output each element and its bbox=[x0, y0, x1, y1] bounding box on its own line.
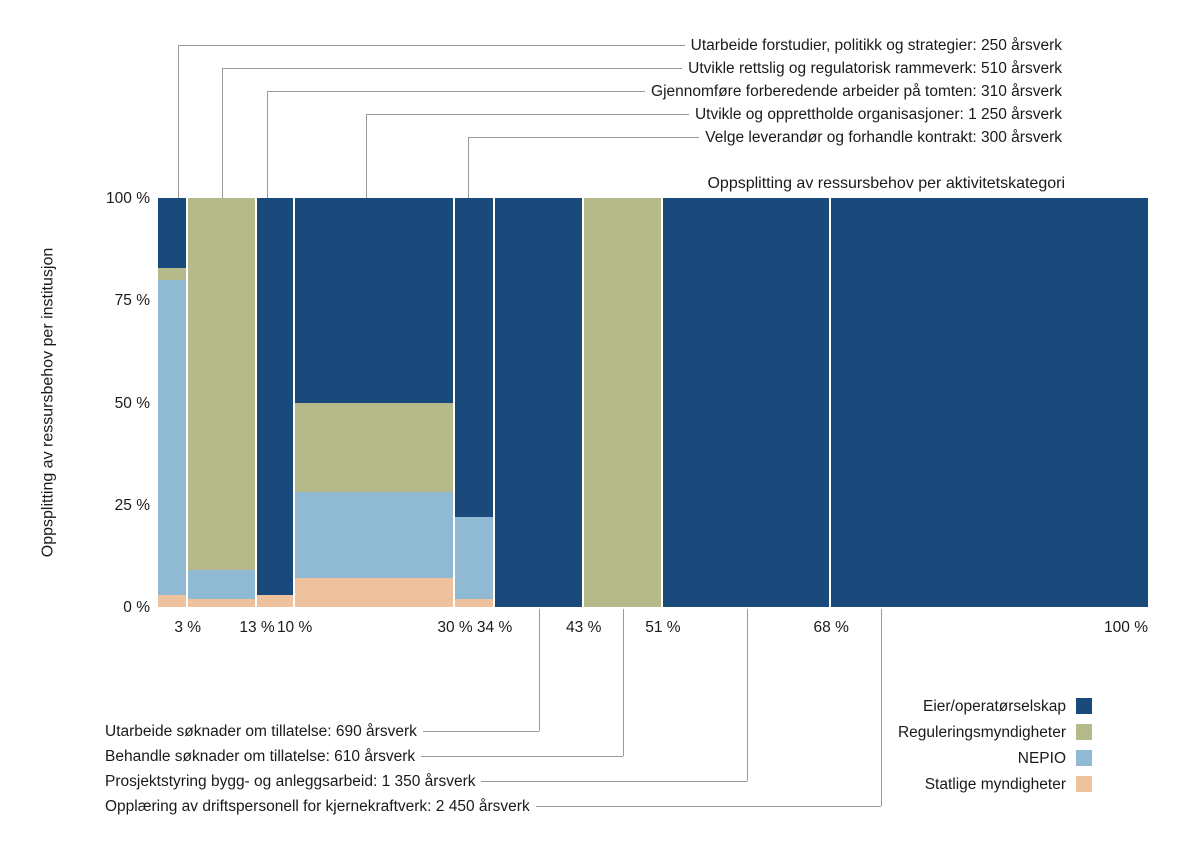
legend-label: Statlige myndigheter bbox=[924, 776, 1066, 793]
segment-part bbox=[455, 517, 493, 599]
legend-label: Eier/operatørselskap bbox=[922, 698, 1066, 715]
segment-part bbox=[494, 198, 582, 607]
x-tick-label: 100 % bbox=[1104, 619, 1148, 636]
callout-connector-h bbox=[365, 114, 689, 115]
callout-connector-h bbox=[536, 806, 881, 807]
y-tick-label: 0 % bbox=[123, 599, 150, 616]
mosaic-segment bbox=[257, 198, 293, 607]
segment-part bbox=[455, 598, 493, 607]
x-tick-label: 34 % bbox=[476, 619, 513, 636]
chart-title: Oppsplitting av ressursbehov per aktivit… bbox=[707, 175, 1065, 192]
segment-part bbox=[294, 198, 453, 403]
callout-label: Utvikle og opprettholde organisasjoner: … bbox=[694, 106, 1062, 123]
y-axis-title: Oppsplitting av ressursbehov per institu… bbox=[39, 247, 57, 558]
mosaic-segment bbox=[494, 198, 582, 607]
legend-swatch bbox=[1076, 724, 1092, 740]
callout-connector-v bbox=[623, 609, 625, 756]
callout-label: Opplæring av driftspersonell for kjernek… bbox=[105, 798, 530, 815]
x-tick-label: 51 % bbox=[645, 619, 681, 636]
callout-connector-h bbox=[423, 731, 540, 732]
x-tick-label: 13 % bbox=[239, 619, 275, 636]
segment-part bbox=[187, 198, 255, 571]
y-tick-label: 75 % bbox=[114, 292, 150, 310]
callout-label: Utarbeide søknader om tillatelse: 690 år… bbox=[105, 723, 417, 740]
callout-label: Utarbeide forstudier, politikk og strate… bbox=[690, 37, 1062, 54]
callout-connector-v bbox=[222, 68, 224, 198]
legend-swatch bbox=[1076, 776, 1092, 792]
callout-connector-h bbox=[481, 781, 748, 782]
callout-connector-v bbox=[747, 609, 749, 781]
x-tick-label: 43 % bbox=[566, 619, 602, 636]
segment-part bbox=[158, 594, 186, 607]
mosaic-segment bbox=[294, 198, 453, 607]
callout-connector-h bbox=[177, 45, 685, 46]
callout-label: Gjennomføre forberedende arbeider på tom… bbox=[651, 83, 1062, 100]
x-tick-label: 10 % bbox=[276, 619, 313, 636]
segment-part bbox=[294, 492, 453, 579]
y-tick-label: 25 % bbox=[114, 496, 150, 514]
mosaic-segment bbox=[583, 198, 661, 607]
callout-connector-v bbox=[467, 137, 469, 198]
callout-connector-h bbox=[467, 137, 699, 138]
callout-connector-h bbox=[222, 68, 682, 69]
callout-label: Behandle søknader om tillatelse: 610 års… bbox=[105, 748, 416, 765]
callout-connector-h bbox=[266, 91, 645, 92]
segment-part bbox=[662, 198, 830, 607]
callout-connector-v bbox=[177, 45, 179, 198]
segment-part bbox=[455, 198, 493, 518]
callout-connector-v bbox=[365, 114, 367, 198]
y-tick-label: 100 % bbox=[106, 190, 150, 207]
mosaic-segment bbox=[158, 198, 186, 607]
callout-connector-h bbox=[421, 756, 624, 757]
legend-label: NEPIO bbox=[1017, 750, 1066, 767]
segment-part bbox=[257, 594, 293, 607]
legend-swatch bbox=[1076, 750, 1092, 766]
segment-part bbox=[187, 598, 255, 607]
x-tick-label: 68 % bbox=[813, 619, 849, 636]
callout-connector-v bbox=[880, 609, 882, 806]
y-tick-label: 50 % bbox=[114, 394, 150, 412]
callout-label: Utvikle rettslig og regulatorisk rammeve… bbox=[688, 60, 1062, 77]
x-tick-label: 30 % bbox=[437, 619, 473, 636]
segment-part bbox=[294, 402, 453, 493]
mosaic-segment bbox=[831, 198, 1148, 607]
segment-part bbox=[158, 198, 186, 268]
x-tick-label: 3 % bbox=[174, 619, 202, 636]
segment-part bbox=[187, 570, 255, 599]
segment-part bbox=[831, 198, 1148, 607]
legend-swatch bbox=[1076, 698, 1092, 714]
legend-label: Reguleringsmyndigheter bbox=[897, 724, 1066, 741]
mosaic-segment bbox=[455, 198, 493, 607]
segment-part bbox=[583, 198, 661, 607]
callout-label: Prosjektstyring bygg- og anleggsarbeid: … bbox=[105, 773, 476, 790]
callout-connector-v bbox=[539, 609, 541, 731]
callout-label: Velge leverandør og forhandle kontrakt: … bbox=[705, 129, 1062, 146]
segment-part bbox=[257, 198, 293, 595]
segment-part bbox=[158, 267, 186, 280]
segment-part bbox=[158, 279, 186, 595]
mosaic-segment bbox=[662, 198, 830, 607]
callout-connector-v bbox=[266, 91, 268, 198]
segment-part bbox=[294, 578, 453, 607]
mosaic-segment bbox=[187, 198, 255, 607]
